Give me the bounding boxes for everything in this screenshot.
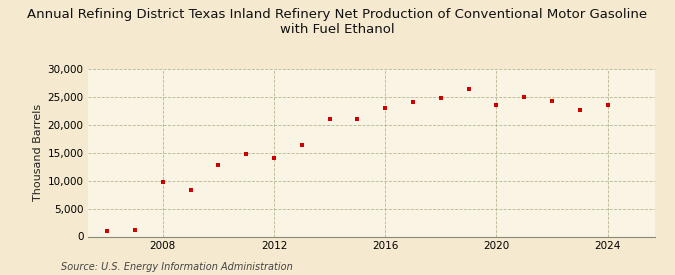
Point [547, 99, 558, 103]
Point [352, 117, 362, 121]
Y-axis label: Thousand Barrels: Thousand Barrels [33, 104, 43, 201]
Point [269, 156, 279, 160]
Point [130, 228, 140, 232]
Text: Source: U.S. Energy Information Administration: Source: U.S. Energy Information Administ… [61, 262, 292, 272]
Point [574, 108, 585, 112]
Point [213, 163, 224, 167]
Point [463, 87, 474, 91]
Point [296, 143, 307, 147]
Point [518, 95, 529, 99]
Point [602, 103, 613, 107]
Point [157, 180, 168, 185]
Point [324, 117, 335, 121]
Point [241, 152, 252, 156]
Point [491, 103, 502, 107]
Point [185, 188, 196, 192]
Point [435, 96, 446, 100]
Point [380, 106, 391, 110]
Text: Annual Refining District Texas Inland Refinery Net Production of Conventional Mo: Annual Refining District Texas Inland Re… [28, 8, 647, 36]
Point [102, 229, 113, 234]
Point [408, 100, 418, 104]
